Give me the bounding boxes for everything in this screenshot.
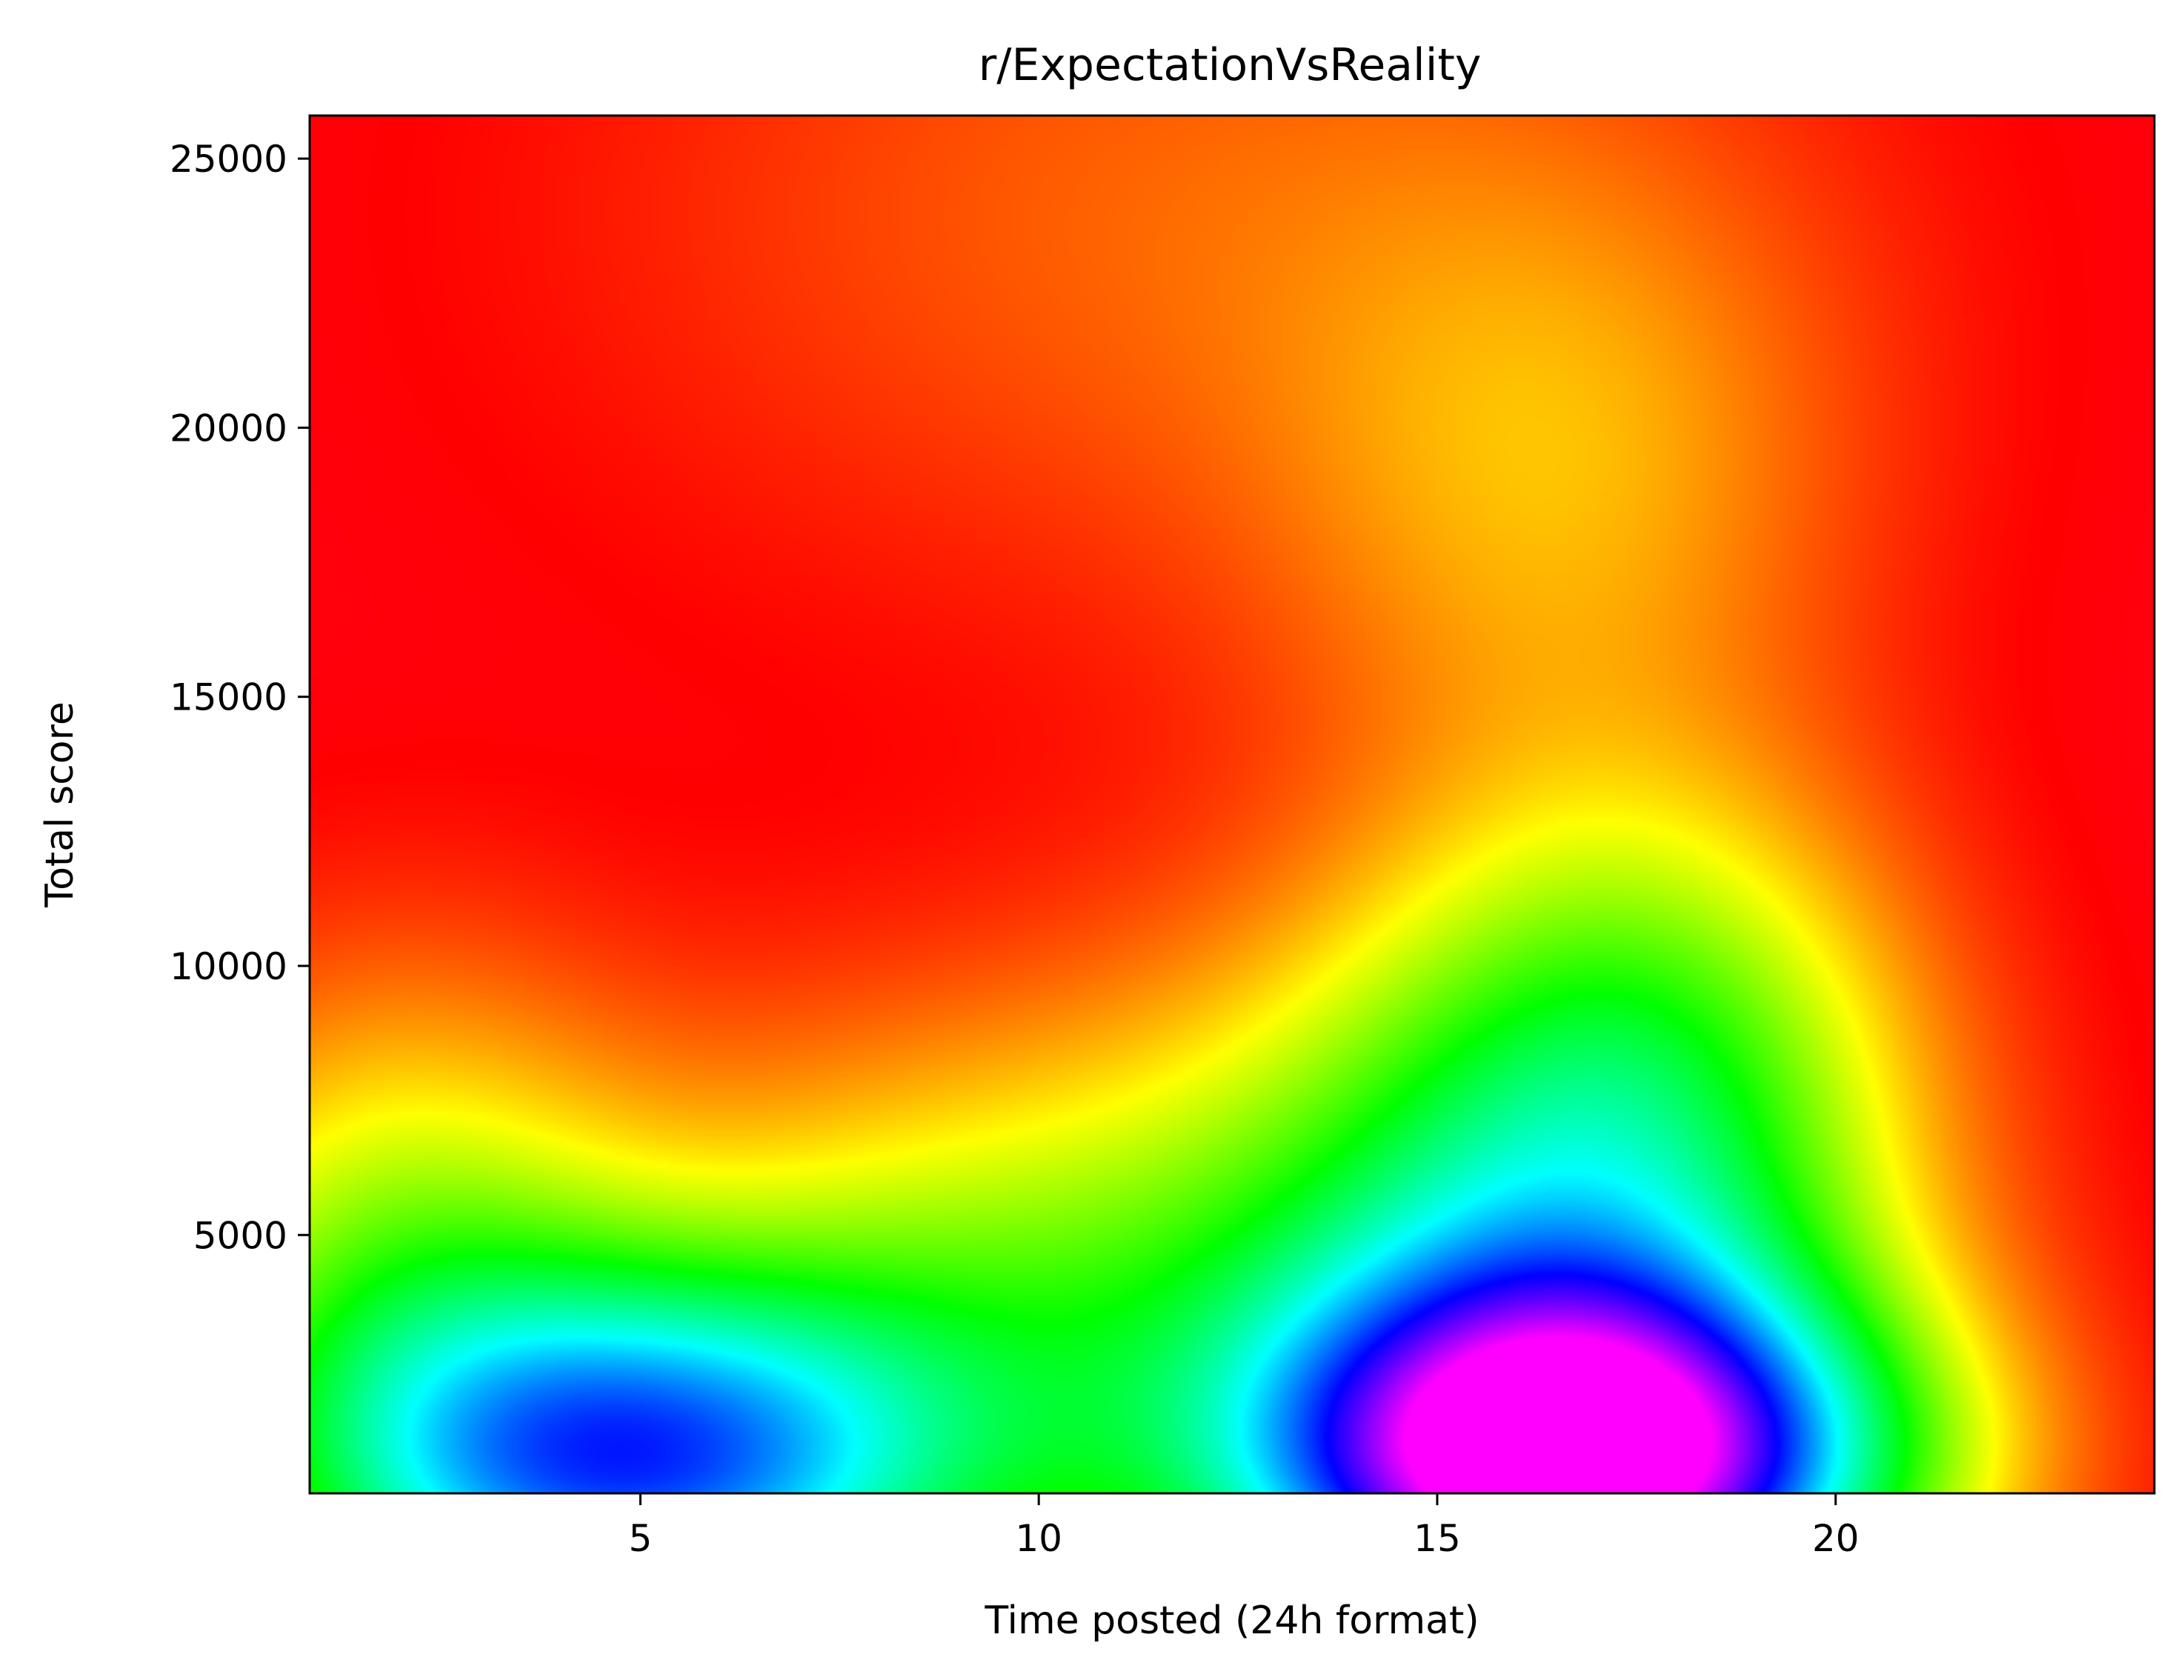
x-axis-label: Time posted (24h format) bbox=[984, 1599, 1479, 1643]
y-tick-label: 20000 bbox=[170, 407, 287, 450]
y-tick-label: 25000 bbox=[170, 138, 287, 181]
plot-frame bbox=[308, 114, 2156, 1495]
x-tick-label: 20 bbox=[1812, 1517, 1860, 1560]
x-tick-label: 5 bbox=[628, 1517, 652, 1560]
x-axis: 5 10 15 20 bbox=[628, 1493, 1860, 1560]
y-tick-label: 10000 bbox=[170, 945, 287, 988]
chart-title: r/ExpectationVsReality bbox=[979, 39, 1482, 91]
y-axis-label: Total score bbox=[38, 701, 82, 908]
heatmap-image bbox=[310, 116, 2154, 1493]
plot-area bbox=[308, 114, 2156, 1495]
chart-title-group: r/ExpectationVsReality bbox=[979, 39, 1482, 91]
x-tick-label: 10 bbox=[1015, 1517, 1062, 1560]
y-tick-label: 5000 bbox=[193, 1214, 287, 1257]
y-tick-label: 15000 bbox=[170, 676, 287, 719]
x-tick-label: 15 bbox=[1414, 1517, 1461, 1560]
y-axis: 5000 10000 15000 20000 25000 bbox=[170, 138, 310, 1257]
